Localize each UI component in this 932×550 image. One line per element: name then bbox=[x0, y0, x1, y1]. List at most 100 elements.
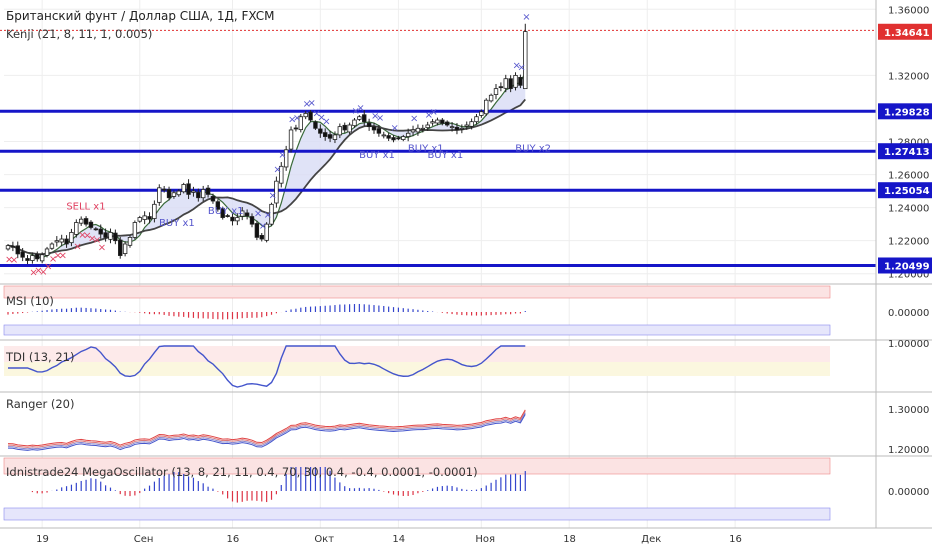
candle-58 bbox=[288, 126, 294, 153]
candle-38 bbox=[191, 186, 196, 197]
indicator-label: Kenji (21, 8, 11, 1, 0.005) bbox=[6, 27, 152, 41]
signal-label-4: BUY x1 bbox=[408, 143, 444, 154]
candle-body bbox=[235, 217, 240, 222]
candle-18 bbox=[93, 227, 99, 231]
candle-body bbox=[347, 124, 352, 133]
candle-body bbox=[166, 189, 172, 199]
cloud-fill bbox=[8, 71, 526, 258]
candle-body bbox=[118, 239, 123, 256]
candle-39 bbox=[196, 188, 201, 202]
slow-line bbox=[7, 98, 526, 256]
candle-93 bbox=[459, 124, 465, 134]
candle-99 bbox=[488, 93, 494, 103]
mega-upper-band bbox=[3, 457, 831, 475]
candle-body bbox=[15, 245, 20, 255]
candle-body bbox=[362, 114, 367, 123]
candle-2 bbox=[15, 241, 20, 259]
y-tick-4: 1.24000 bbox=[888, 204, 929, 215]
x-tick-7: Дек bbox=[641, 534, 661, 545]
candle-body bbox=[39, 254, 45, 262]
buy-marker: × bbox=[317, 112, 325, 123]
candle-body bbox=[30, 255, 35, 261]
candle-body bbox=[318, 128, 323, 134]
buy-marker: × bbox=[288, 114, 296, 125]
candle-28 bbox=[142, 211, 147, 225]
candle-33 bbox=[166, 186, 172, 201]
candle-79 bbox=[391, 135, 396, 143]
candle-11 bbox=[59, 234, 64, 247]
candle-96 bbox=[474, 113, 479, 125]
candle-89 bbox=[440, 118, 445, 126]
candle-body bbox=[186, 183, 191, 195]
sell-marker: × bbox=[73, 242, 81, 253]
candle-body bbox=[479, 111, 484, 116]
x-tick-2: 16 bbox=[226, 534, 239, 545]
x-tick-0: 19 bbox=[36, 534, 49, 545]
candle-30 bbox=[152, 200, 157, 223]
candle-51 bbox=[254, 220, 260, 241]
ranger-line-2 bbox=[7, 412, 526, 450]
y-tick-5: 1.22000 bbox=[888, 237, 929, 248]
candle-103 bbox=[508, 75, 513, 93]
candle-64 bbox=[318, 124, 323, 138]
candle-body bbox=[410, 129, 416, 133]
buy-marker: × bbox=[425, 110, 433, 121]
candle-6 bbox=[35, 251, 40, 262]
candle-52 bbox=[259, 232, 264, 242]
candle-body bbox=[498, 86, 504, 89]
ranger-tick-1: 1.30000 bbox=[888, 405, 929, 416]
candle-body bbox=[249, 216, 255, 225]
candle-body bbox=[337, 126, 343, 136]
candle-91 bbox=[449, 122, 455, 132]
candle-body bbox=[35, 253, 40, 260]
candle-59 bbox=[293, 124, 299, 132]
ranger-tick-2: 1.20000 bbox=[888, 445, 929, 456]
candle-8 bbox=[44, 246, 50, 258]
level-badge-bg-0 bbox=[878, 103, 932, 120]
candle-67 bbox=[332, 131, 338, 144]
buy-marker: × bbox=[351, 106, 359, 117]
msi-lower-band bbox=[3, 324, 831, 336]
candle-body bbox=[513, 75, 518, 88]
candle-body bbox=[103, 232, 108, 238]
chart-title: Британский фунт / Доллар США, 1Д, FXCM bbox=[6, 9, 274, 23]
candle-1 bbox=[10, 241, 16, 252]
candle-102 bbox=[503, 74, 508, 93]
sell-marker: × bbox=[10, 255, 18, 266]
megaoscillator-label: Idnistrade24 MegaOscillator (13, 8, 21, … bbox=[6, 465, 478, 479]
candle-body bbox=[196, 192, 201, 199]
candle-43 bbox=[215, 199, 221, 212]
candle-body bbox=[220, 208, 225, 218]
candle-body bbox=[308, 111, 313, 121]
sell-marker: × bbox=[34, 266, 42, 277]
candle-63 bbox=[313, 120, 318, 130]
candle-104 bbox=[513, 72, 518, 91]
candle-body bbox=[171, 192, 177, 197]
candle-body bbox=[396, 137, 401, 140]
candlestick-series bbox=[5, 23, 528, 265]
candle-32 bbox=[161, 185, 167, 193]
subpanel-backgrounds bbox=[3, 285, 831, 521]
candle-body bbox=[405, 132, 411, 137]
x-tick-8: 16 bbox=[729, 534, 742, 545]
sell-marker: × bbox=[83, 231, 91, 242]
ranger-label: Ranger (20) bbox=[6, 397, 74, 411]
candle-21 bbox=[108, 228, 113, 244]
buy-marker: × bbox=[513, 60, 521, 71]
mega-lower-band bbox=[3, 507, 831, 521]
sell-marker: × bbox=[59, 250, 67, 261]
candle-body bbox=[10, 245, 16, 248]
candle-body bbox=[108, 232, 113, 240]
candle-body bbox=[464, 124, 469, 127]
candle-body bbox=[327, 134, 333, 139]
sell-marker: × bbox=[93, 235, 101, 246]
candle-5 bbox=[30, 252, 35, 264]
candle-71 bbox=[352, 118, 357, 128]
y-tick-3: 1.26000 bbox=[888, 171, 929, 182]
tdi-line bbox=[8, 345, 526, 388]
candle-34 bbox=[171, 190, 177, 199]
candle-body bbox=[88, 221, 94, 228]
x-tick-1: Сен bbox=[134, 534, 154, 545]
candle-94 bbox=[464, 121, 469, 130]
